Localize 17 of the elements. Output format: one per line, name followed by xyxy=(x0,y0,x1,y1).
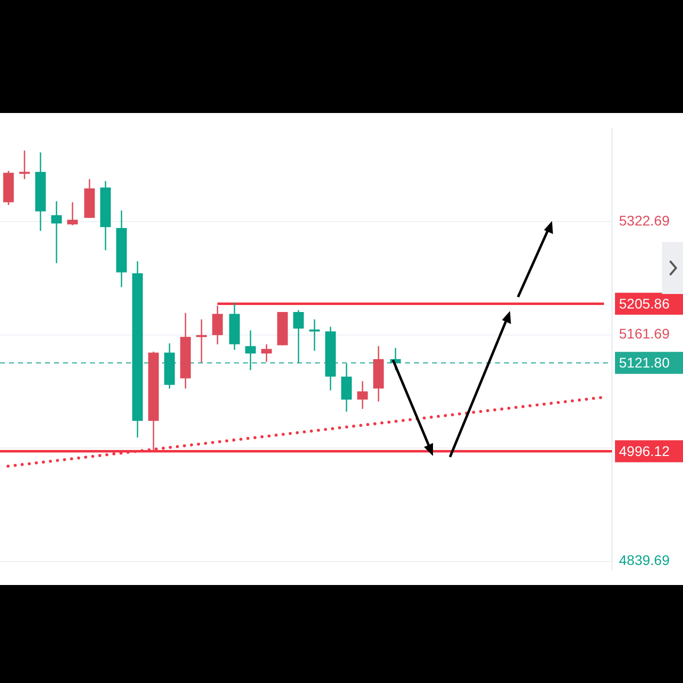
ref-line-label: 4996.12 xyxy=(619,443,670,460)
candlestick xyxy=(19,150,30,180)
candlestick xyxy=(357,380,368,410)
data-label: 5205.86 xyxy=(619,296,670,312)
candlestick xyxy=(51,200,62,264)
ref-line-label: 5121.80 xyxy=(619,354,670,371)
candlestick xyxy=(245,330,256,371)
candlestick xyxy=(196,318,207,364)
y-tick-label: 4839.69 xyxy=(619,552,670,568)
y-tick-label: 5322.69 xyxy=(619,212,670,228)
candlestick xyxy=(261,344,272,362)
candlestick xyxy=(309,318,320,352)
candlestick xyxy=(67,202,78,226)
candlestick xyxy=(212,304,223,345)
y-tick-label: 5161.69 xyxy=(619,326,670,342)
candlestick xyxy=(293,310,304,364)
candlestick xyxy=(341,362,352,412)
